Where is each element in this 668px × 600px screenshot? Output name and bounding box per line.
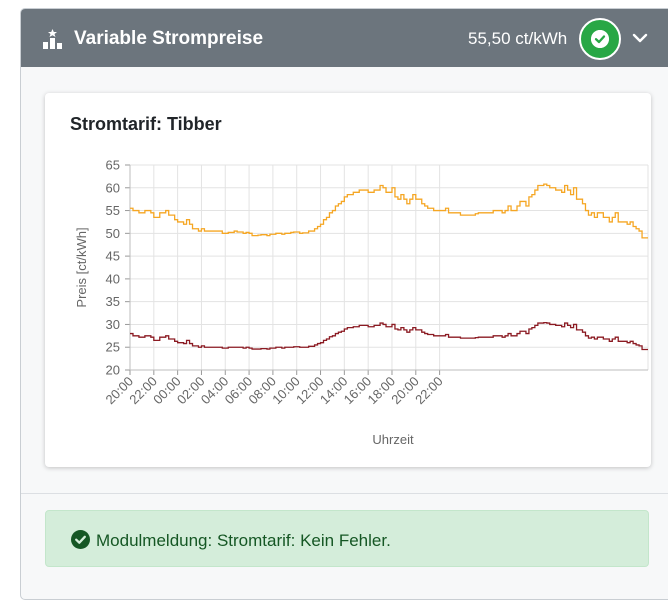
price-chart: 2025303540455055606520:0022:0000:0002:00… [74, 158, 649, 447]
series-line-bruttopreis [130, 183, 648, 239]
x-tick-label: 22:00 [412, 374, 446, 408]
module-message: Modulmeldung: Stromtarif: Kein Fehler. [45, 510, 649, 567]
y-tick-label: 45 [106, 249, 120, 264]
chart-title: Stromtarif: Tibber [70, 114, 222, 134]
y-tick-label: 25 [106, 340, 120, 355]
y-tick-label: 50 [106, 226, 120, 241]
chevron-down-icon[interactable] [631, 29, 649, 47]
chart-bar-icon [43, 29, 62, 49]
y-tick-label: 55 [106, 203, 120, 218]
check-circle-icon [591, 30, 609, 48]
y-tick-label: 35 [106, 294, 120, 309]
y-tick-label: 20 [106, 363, 120, 378]
module-title: Variable Strompreise [74, 28, 264, 49]
x-axis-title: Uhrzeit [372, 432, 414, 447]
y-axis-title: Preis [ct/kWh] [74, 227, 89, 307]
y-tick-label: 65 [106, 158, 120, 173]
y-tick-label: 40 [106, 271, 120, 286]
chart-card: Stromtarif: Tibber 20 25 30 35 40 45 50 55 60 65 2… [45, 93, 651, 467]
module-message-text: Modulmeldung: Stromtarif: Kein Fehler. [96, 531, 391, 550]
check-circle-icon [71, 530, 90, 549]
status-button[interactable] [579, 18, 621, 60]
divider [21, 493, 668, 494]
current-price: 55,50 ct/kWh [468, 29, 568, 48]
card-header[interactable]: Variable Strompreise 55,50 ct/kWh [21, 9, 668, 67]
module-card: Variable Strompreise 55,50 ct/kWh Stromt… [20, 8, 668, 600]
series-line-nettopreis [130, 321, 648, 351]
y-tick-label: 60 [106, 180, 120, 195]
y-tick-label: 30 [106, 317, 120, 332]
